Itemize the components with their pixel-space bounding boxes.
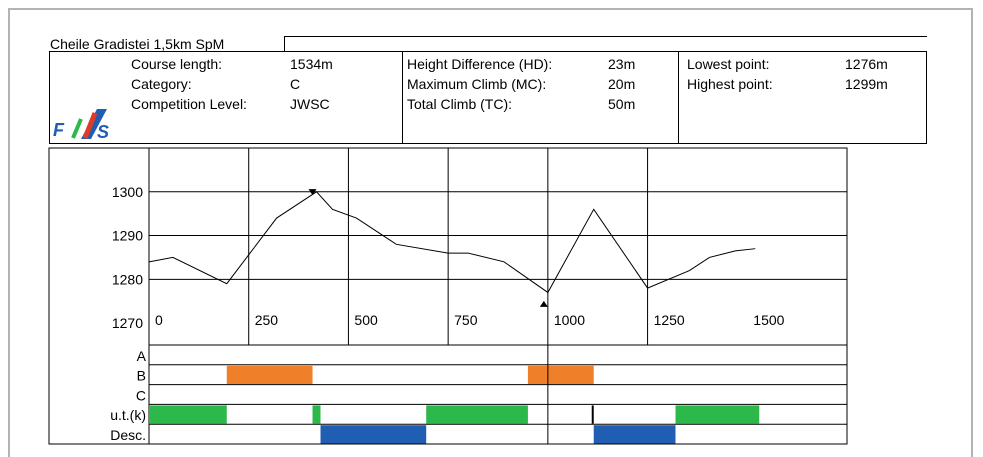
x-tick-label: 1000 xyxy=(554,312,585,328)
lowest-point-value: 1276m xyxy=(845,56,888,72)
bar-row-label: A xyxy=(137,348,147,364)
outer-frame xyxy=(8,8,973,457)
info-divider-1 xyxy=(402,51,403,144)
bar-row-label: u.t.(k) xyxy=(110,407,146,423)
maximum-climb-label: Maximum Climb (MC): xyxy=(407,76,547,92)
total-climb-label: Total Climb (TC): xyxy=(407,96,513,112)
lowest-point-label: Lowest point: xyxy=(687,56,770,72)
bar-segment-utk xyxy=(426,405,528,424)
course-info-table xyxy=(49,51,927,144)
bar-segment-utk xyxy=(149,405,227,424)
bar-segment-b xyxy=(226,365,313,385)
highest-point-marker xyxy=(308,189,317,196)
bar-segment-utk xyxy=(675,405,760,424)
bar-segment-b xyxy=(527,365,594,385)
elevation-profile-line xyxy=(148,191,756,294)
x-tick-label: 250 xyxy=(255,312,279,328)
x-tick-label: 1500 xyxy=(753,312,784,328)
y-tick-label: 1290 xyxy=(112,228,143,244)
x-tick-label: 750 xyxy=(454,312,478,328)
x-tick-label: 1250 xyxy=(654,312,685,328)
category-value: C xyxy=(290,76,301,92)
bar-segment-desc xyxy=(593,425,676,444)
competition-level-value: JWSC xyxy=(290,96,330,112)
fis-logo-icon: F S xyxy=(53,109,109,141)
course-name: Cheile Gradistei 1,5km SpM xyxy=(50,36,225,52)
info-divider-3 xyxy=(284,36,285,51)
course-length-value: 1534m xyxy=(290,56,333,72)
logo-red-stroke xyxy=(82,112,98,139)
logo-green-stroke xyxy=(71,118,83,139)
y-tick-label: 1280 xyxy=(112,271,143,287)
bar-row-label: C xyxy=(136,387,146,403)
competition-level-label: Competition Level: xyxy=(131,96,247,112)
maximum-climb-value: 20m xyxy=(608,76,636,92)
x-tick-label: 0 xyxy=(155,312,163,328)
bar-segment-utk xyxy=(312,405,321,424)
info-divider-2 xyxy=(678,51,679,144)
height-difference-label: Height Difference (HD): xyxy=(407,56,553,72)
total-climb-value: 50m xyxy=(608,96,636,112)
bar-row-label: Desc. xyxy=(110,427,146,443)
y-tick-label: 1270 xyxy=(112,315,143,331)
logo-letter-s: S xyxy=(97,122,109,141)
y-tick-label: 1300 xyxy=(112,184,143,200)
logo-letter-f: F xyxy=(53,120,65,140)
bar-row-label: B xyxy=(137,368,146,384)
bar-segment-desc xyxy=(320,425,427,444)
highest-point-label: Highest point: xyxy=(687,76,773,92)
course-length-label: Course length: xyxy=(131,56,223,72)
x-tick-label: 500 xyxy=(354,312,378,328)
lowest-point-marker xyxy=(539,300,548,307)
height-difference-value: 23m xyxy=(608,56,636,72)
highest-point-value: 1299m xyxy=(845,76,888,92)
bar-segment-utk xyxy=(591,405,594,424)
category-label: Category: xyxy=(131,76,192,92)
info-divider-top xyxy=(284,36,927,37)
